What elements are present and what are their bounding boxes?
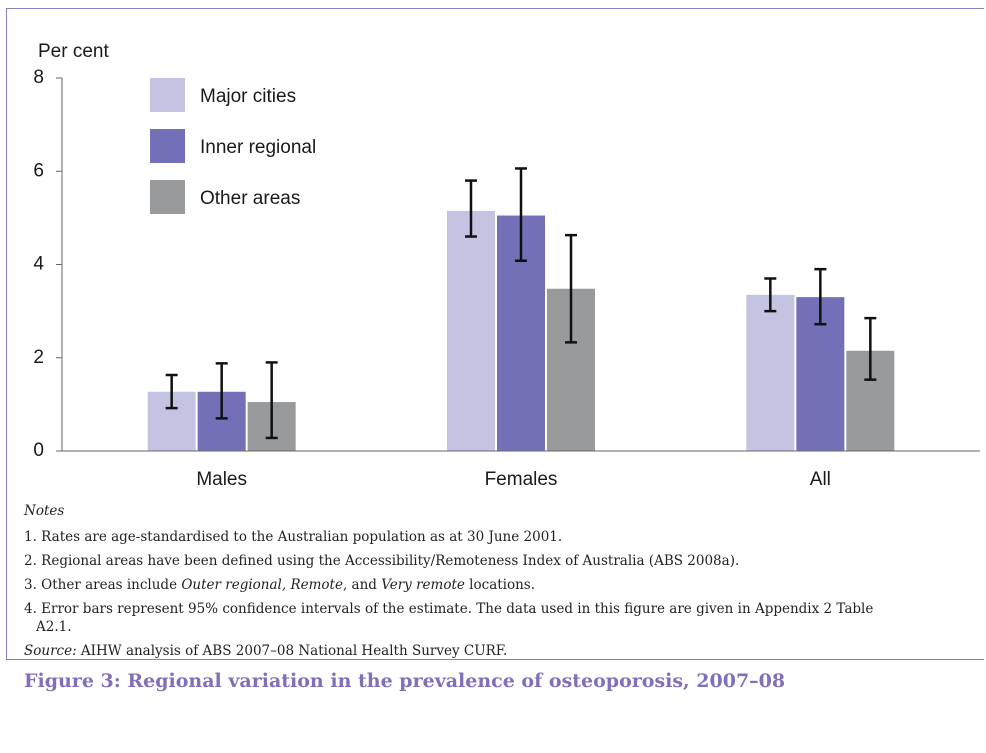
legend-swatch	[150, 129, 185, 163]
note-text: 3. Other areas include	[24, 577, 182, 593]
error-bar	[465, 179, 477, 238]
note-text: 2. Regional areas have been defined usin…	[24, 553, 740, 569]
error-bar	[814, 267, 827, 326]
note-text: , and	[342, 577, 382, 593]
note: 2. Regional areas have been defined usin…	[24, 552, 874, 570]
y-tick-label: 8	[33, 67, 44, 88]
legend-swatch	[150, 78, 185, 112]
note-text: 1. Rates are age-standardised to the Aus…	[24, 529, 563, 545]
note-text: locations.	[464, 577, 536, 593]
error-bar	[764, 277, 777, 313]
note-italic: Outer regional, Remote	[181, 577, 343, 593]
error-bar	[515, 167, 527, 263]
bar	[746, 294, 795, 451]
note: 3. Other areas include Outer regional, R…	[24, 576, 874, 594]
error-bar	[864, 316, 877, 381]
error-bar	[565, 233, 577, 344]
y-tick-label: 2	[33, 347, 44, 368]
source: Source: AIHW analysis of ABS 2007–08 Nat…	[24, 642, 874, 660]
note: 1. Rates are age-standardised to the Aus…	[24, 528, 874, 546]
note-italic: Very remote	[381, 577, 465, 593]
y-tick-label: 0	[33, 440, 44, 461]
error-bar	[215, 362, 228, 420]
bar	[447, 210, 495, 451]
note-text: AIHW analysis of ABS 2007–08 National He…	[76, 643, 508, 659]
note: 4. Error bars represent 95% confidence i…	[24, 600, 874, 636]
error-bar	[265, 361, 278, 440]
x-tick-label: Males	[196, 469, 247, 490]
error-bar	[165, 373, 178, 410]
legend-label: Inner regional	[200, 137, 316, 158]
notes-heading: Notes	[24, 503, 65, 519]
y-tick-label: 4	[33, 254, 44, 275]
note-text: 4. Error bars represent 95% confidence i…	[24, 601, 874, 635]
frame	[6, 8, 984, 660]
x-tick-label: All	[810, 469, 831, 490]
legend-label: Other areas	[200, 188, 300, 209]
x-tick-label: Females	[485, 469, 558, 490]
figure-caption: Figure 3: Regional variation in the prev…	[24, 670, 786, 692]
notes: Notes 1. Rates are age-standardised to t…	[24, 503, 874, 666]
note-italic: Source:	[24, 643, 77, 659]
legend-swatch	[150, 180, 185, 214]
y-axis-label: Per cent	[38, 41, 109, 62]
chart: Per cent 0 2 4 6 8 Males Females All Major citie…	[33, 41, 980, 490]
y-tick-label: 6	[33, 160, 44, 181]
legend-label: Major cities	[200, 86, 296, 107]
